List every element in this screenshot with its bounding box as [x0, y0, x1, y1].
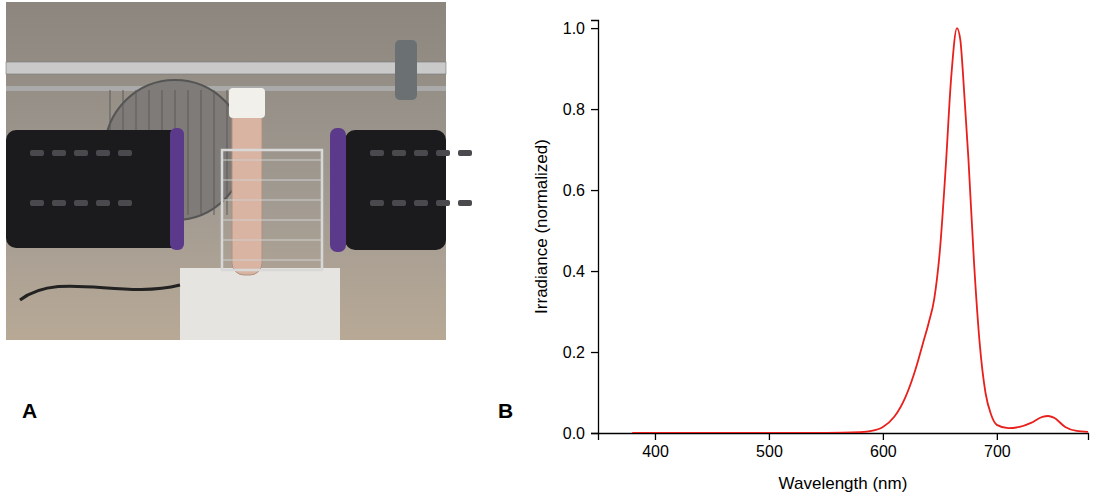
figure: 400 500 600 700 0.0 0.2 0.4 0.6 0.8 1.0 Wavelength…	[0, 0, 1102, 499]
x-tick-label: 600	[870, 443, 897, 460]
y-axis-line	[591, 21, 599, 434]
photo-panel	[6, 2, 472, 340]
lamp-vent	[52, 150, 66, 156]
lamp-ring	[330, 128, 346, 252]
y-tick-mark	[591, 352, 598, 353]
lamp-left	[6, 130, 181, 248]
y-axis-title: Irradiance (normalized)	[532, 139, 551, 314]
chart: 400 500 600 700 0.0 0.2 0.4 0.6 0.8 1.0 Wavelength…	[532, 20, 1089, 493]
lamp-vent	[96, 200, 110, 206]
lamp-vent	[52, 200, 66, 206]
x-tick: 400	[642, 433, 669, 460]
fan-grille	[201, 90, 202, 215]
y-tick-label: 0.6	[563, 182, 585, 199]
lamp-vent	[392, 150, 406, 156]
x-tick: 500	[756, 433, 783, 460]
lamp-right	[345, 130, 446, 250]
x-tick-label: 400	[642, 443, 669, 460]
lamp-vent	[30, 200, 44, 206]
clamp	[395, 40, 417, 100]
lamp-vent	[458, 150, 472, 156]
rack	[222, 150, 322, 270]
y-tick-mark	[591, 190, 598, 191]
lamp-vent	[96, 150, 110, 156]
rod	[6, 62, 446, 74]
fan-grille	[214, 90, 215, 215]
tube	[232, 95, 262, 275]
y-tick: 0.8	[563, 101, 598, 118]
y-tick-label: 0.4	[563, 263, 585, 280]
y-tick-mark	[591, 28, 598, 29]
lamp-vent	[392, 200, 406, 206]
y-tick-label: 0.2	[563, 344, 585, 361]
lamp-vent	[74, 200, 88, 206]
rack-wire	[222, 219, 322, 220]
fan-grille	[188, 90, 189, 215]
y-tick-mark	[591, 433, 598, 434]
stand	[180, 268, 340, 340]
y-tick-label: 1.0	[563, 20, 585, 37]
panel-label: A	[22, 399, 37, 422]
fan-grille	[227, 90, 228, 215]
lamp-vent	[74, 150, 88, 156]
y-tick-mark	[591, 109, 598, 110]
x-tick-mark	[655, 433, 656, 440]
plot-area	[632, 28, 1088, 433]
lamp-vent	[436, 200, 450, 206]
x-tick-label: 700	[984, 443, 1011, 460]
y-tick: 0.0	[563, 425, 598, 442]
rack-frame	[222, 150, 322, 270]
x-tick: 600	[870, 433, 897, 460]
photo-background	[6, 2, 446, 340]
lamp-vent	[414, 150, 428, 156]
rack-wire	[222, 199, 322, 200]
y-tick-label: 0.0	[563, 425, 585, 442]
panel-label: B	[498, 399, 513, 422]
rack-wire	[222, 159, 322, 160]
y-tick: 0.2	[563, 344, 598, 361]
rack-wire	[222, 239, 322, 240]
tube-cap	[229, 88, 265, 118]
rod	[6, 86, 446, 91]
lamp-vent	[436, 150, 450, 156]
y-tick: 0.4	[563, 263, 598, 280]
spectrum-line	[632, 28, 1088, 433]
lamp-vent	[414, 200, 428, 206]
x-tick-mark	[997, 433, 998, 440]
x-axis-title: Wavelength (nm)	[779, 474, 908, 493]
rack-wire	[222, 179, 322, 180]
x-tick-label: 500	[756, 443, 783, 460]
y-tick-label: 0.8	[563, 101, 585, 118]
rack-wire	[222, 259, 322, 260]
y-tick-mark	[591, 271, 598, 272]
x-tick: 700	[984, 433, 1011, 460]
x-axis: 400 500 600 700	[599, 433, 1089, 460]
y-tick: 1.0	[563, 20, 598, 37]
lamp-vent	[118, 150, 132, 156]
x-axis-line	[599, 434, 1089, 441]
lamp-vent	[30, 150, 44, 156]
lamp-vent	[118, 200, 132, 206]
lamp-ring	[170, 128, 184, 250]
y-tick: 0.6	[563, 182, 598, 199]
lamp-vent	[370, 200, 384, 206]
y-axis: 0.0 0.2 0.4 0.6 0.8 1.0	[563, 20, 599, 442]
x-tick-mark	[769, 433, 770, 440]
x-tick-mark	[883, 433, 884, 440]
lamp-vent	[370, 150, 384, 156]
lamp-vent	[458, 200, 472, 206]
cable	[20, 285, 180, 300]
